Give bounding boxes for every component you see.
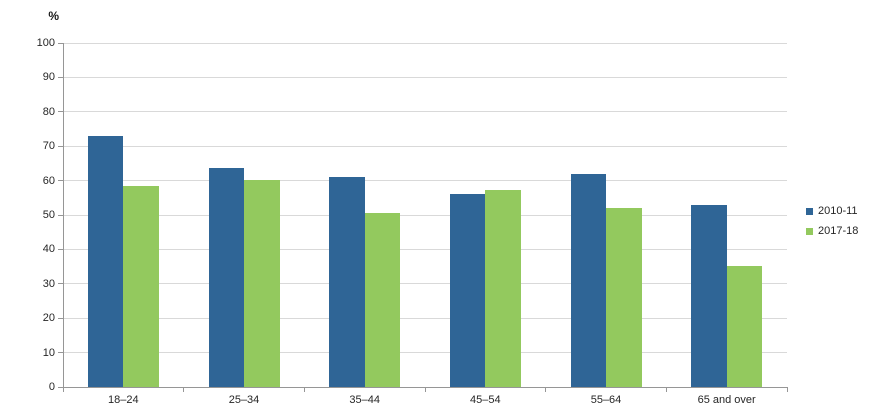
y-tick-mark: [58, 317, 63, 319]
x-tick-label: 45–54: [470, 394, 501, 406]
x-tick-mark: [545, 387, 547, 392]
gridline: [63, 283, 787, 285]
gridline: [63, 352, 787, 354]
y-tick-mark: [58, 283, 63, 285]
bar-2010-11-25–34: [208, 167, 244, 387]
x-tick-label: 65 and over: [697, 394, 756, 406]
x-axis-line: [63, 387, 788, 388]
y-axis-line: [63, 43, 64, 388]
y-tick-mark: [58, 352, 63, 354]
bar-2017-18-35–44: [364, 212, 401, 387]
bar-2017-18-55–64: [606, 208, 642, 387]
x-tick-mark: [786, 387, 788, 392]
x-tick-label: 25–34: [228, 394, 260, 406]
legend-item-2010-11: 2010-11: [806, 201, 858, 221]
legend-swatch-icon: [806, 227, 813, 235]
y-tick-label: 80: [42, 105, 55, 118]
y-tick-label: 70: [42, 140, 55, 153]
y-tick-mark: [58, 180, 63, 182]
x-tick-label: 18–24: [108, 394, 139, 406]
x-tick-mark: [183, 387, 185, 392]
x-tick-label: 35–44: [349, 394, 380, 406]
x-tick-mark: [665, 387, 667, 392]
y-tick-mark: [58, 76, 63, 78]
y-tick-mark: [58, 145, 63, 147]
legend-item-2017-18: 2017-18: [806, 221, 858, 241]
x-tick-mark: [62, 387, 64, 392]
gridline: [63, 145, 787, 147]
y-tick-label: 30: [42, 277, 55, 290]
legend-swatch-icon: [806, 207, 813, 215]
bar-2017-18-25–34: [244, 179, 280, 387]
legend-label: 2010-11: [818, 205, 858, 217]
y-axis-unit-label: %: [48, 9, 59, 23]
gridline: [63, 111, 787, 113]
y-tick-mark: [58, 42, 63, 44]
bar-2017-18-45–54: [485, 190, 521, 387]
x-tick-mark: [424, 387, 426, 392]
legend: 2010-11 2017-18: [806, 201, 858, 241]
bar-2017-18-18–24: [123, 185, 159, 387]
bar-2010-11-35–44: [329, 177, 365, 387]
y-tick-label: 100: [36, 37, 55, 49]
y-tick-mark: [58, 214, 63, 216]
y-tick-mark: [58, 386, 63, 388]
y-tick-mark: [58, 248, 63, 250]
bar-2010-11-18–24: [87, 135, 124, 387]
gridline: [63, 180, 787, 182]
y-tick-label: 40: [42, 243, 55, 256]
y-tick-mark: [58, 111, 63, 113]
gridline: [63, 248, 787, 250]
gridline: [63, 214, 787, 216]
y-tick-label: 60: [42, 174, 55, 187]
x-tick-label: 55–64: [590, 394, 622, 406]
y-tick-label: 50: [42, 209, 55, 221]
bar-2017-18-65 and over: [726, 266, 763, 387]
y-tick-label: 20: [42, 312, 55, 325]
legend-label: 2017-18: [818, 225, 859, 237]
bar-2010-11-55–64: [570, 174, 606, 387]
gridline: [63, 76, 787, 78]
y-tick-label: 0: [48, 381, 55, 393]
bar-2010-11-45–54: [449, 194, 486, 387]
gridline: [63, 317, 787, 319]
y-tick-label: 10: [42, 346, 55, 359]
x-tick-mark: [303, 387, 305, 392]
gridline: [63, 42, 787, 44]
bar-2010-11-65 and over: [691, 205, 727, 387]
y-tick-label: 90: [42, 71, 55, 84]
